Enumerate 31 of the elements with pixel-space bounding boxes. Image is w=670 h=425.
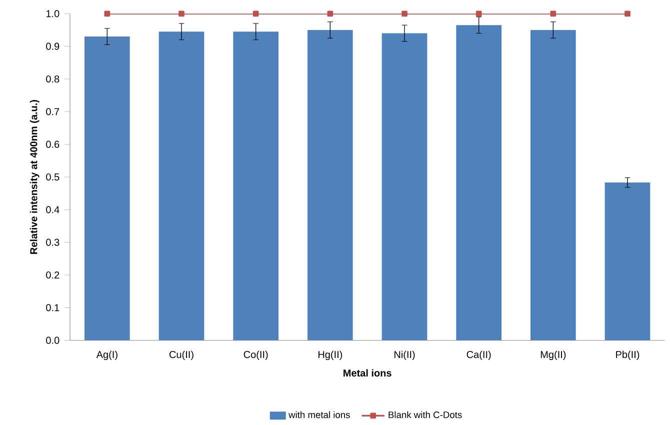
y-tick-label: 1.0 (46, 10, 60, 18)
y-tick-label: 0.3 (46, 238, 60, 246)
legend-label: Blank with C-Dots (388, 411, 462, 418)
y-tick-label: 0.2 (46, 271, 60, 278)
x-tick-label: Pb(II) (616, 350, 640, 360)
x-axis-title: Metal ions (344, 369, 392, 376)
y-tick-label: 0.9 (46, 42, 60, 50)
x-tick-label: Ag(I) (96, 350, 118, 360)
bar (604, 182, 650, 340)
x-tick-label: Ni(II) (394, 350, 415, 360)
y-tick-label: 0.0 (46, 336, 60, 344)
x-tick-label: Mg(II) (540, 350, 566, 360)
bar (308, 30, 353, 340)
bar (158, 31, 204, 340)
y-tick-label: 0.7 (46, 108, 60, 116)
x-tick-label: Ca(II) (466, 350, 491, 360)
bar (530, 30, 576, 340)
bar (233, 31, 278, 340)
y-tick-label: 0.6 (46, 140, 60, 148)
legend-label: with metal ions (288, 411, 350, 418)
bar (456, 24, 502, 340)
y-axis-title: Relative intensity at 400nm (a.u.) (30, 100, 40, 254)
y-tick-label: 0.1 (46, 304, 60, 312)
x-tick-label: Co(II) (244, 350, 268, 360)
bar (84, 36, 130, 340)
bar (382, 33, 428, 340)
x-tick-label: Cu(II) (170, 350, 194, 360)
y-tick-label: 0.4 (46, 206, 60, 214)
x-tick-label: Hg(II) (318, 350, 342, 360)
y-tick-label: 0.5 (46, 173, 60, 180)
y-tick-label: 0.8 (46, 75, 60, 82)
